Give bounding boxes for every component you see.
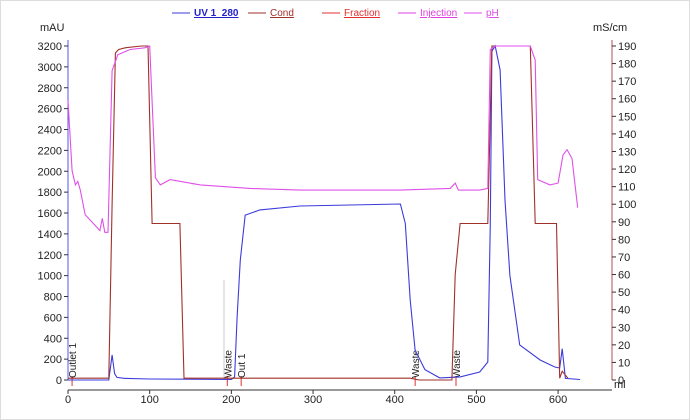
y2-axis-label: mS/cm: [593, 22, 627, 34]
y-tick-label: 400: [44, 333, 62, 345]
x-tick-label: 200: [222, 394, 240, 406]
series-line: [68, 45, 569, 381]
legend-label: pH: [486, 8, 499, 19]
y2-tick-label: 70: [618, 252, 630, 264]
y2-tick-label: 50: [618, 287, 630, 299]
series-line: [67, 45, 579, 233]
y-tick-label: 2200: [38, 145, 62, 157]
y2-tick-label: 130: [618, 146, 636, 158]
y-tick-label: 2400: [38, 125, 62, 137]
y2-tick-label: 180: [618, 59, 636, 71]
legend-label: Injection: [420, 8, 457, 19]
y2-tick-label: 60: [618, 270, 630, 282]
y-tick-label: 1000: [38, 271, 62, 283]
y-tick-label: 1600: [38, 208, 62, 220]
y2-tick-label: 160: [618, 94, 636, 106]
x-tick-label: 600: [549, 394, 567, 406]
x-tick-label: 100: [141, 394, 159, 406]
x-axis-label: ml: [614, 379, 626, 391]
y-tick-label: 2600: [38, 104, 62, 116]
y2-tick-label: 140: [618, 129, 636, 141]
y2-tick-label: 150: [618, 111, 636, 123]
y2-tick-label: 10: [618, 357, 630, 369]
y2-tick-label: 80: [618, 234, 630, 246]
legend-label: UV 1_280: [194, 8, 239, 19]
y2-tick-label: 20: [618, 340, 630, 352]
y2-tick-label: 190: [618, 41, 636, 53]
y-tick-label: 2800: [38, 83, 62, 95]
y-tick-label: 600: [44, 312, 62, 324]
fraction-label: Outlet 1: [68, 343, 79, 378]
x-tick-label: 400: [386, 394, 404, 406]
y-tick-label: 0: [56, 375, 62, 387]
legend-label: Cond: [270, 8, 294, 19]
y2-tick-label: 0: [618, 375, 624, 387]
x-tick-label: 500: [467, 394, 485, 406]
x-tick-label: 300: [304, 394, 322, 406]
fraction-label: Waste: [411, 350, 422, 378]
y2-tick-label: 170: [618, 76, 636, 88]
y-tick-label: 1400: [38, 229, 62, 241]
y-axis-label: mAU: [40, 22, 65, 34]
fraction-label: Waste: [452, 350, 463, 378]
fraction-label: Out 1: [237, 353, 248, 378]
y-tick-label: 1800: [38, 187, 62, 199]
y-tick-label: 800: [44, 292, 62, 304]
y-tick-label: 2000: [38, 166, 62, 178]
y2-tick-label: 110: [618, 182, 636, 194]
y-tick-label: 3000: [38, 62, 62, 74]
legend-label: Fraction: [344, 8, 380, 19]
y-tick-label: 1200: [38, 250, 62, 262]
y-tick-label: 3200: [38, 41, 62, 53]
y2-tick-label: 40: [618, 305, 630, 317]
y2-tick-label: 120: [618, 164, 636, 176]
x-tick-label: 0: [65, 394, 71, 406]
y2-tick-label: 100: [618, 199, 636, 211]
y2-tick-label: 30: [618, 322, 630, 334]
y2-tick-label: 90: [618, 217, 630, 229]
series-line: [68, 44, 581, 381]
y-tick-label: 200: [44, 354, 62, 366]
fraction-label: Waste: [223, 350, 234, 378]
